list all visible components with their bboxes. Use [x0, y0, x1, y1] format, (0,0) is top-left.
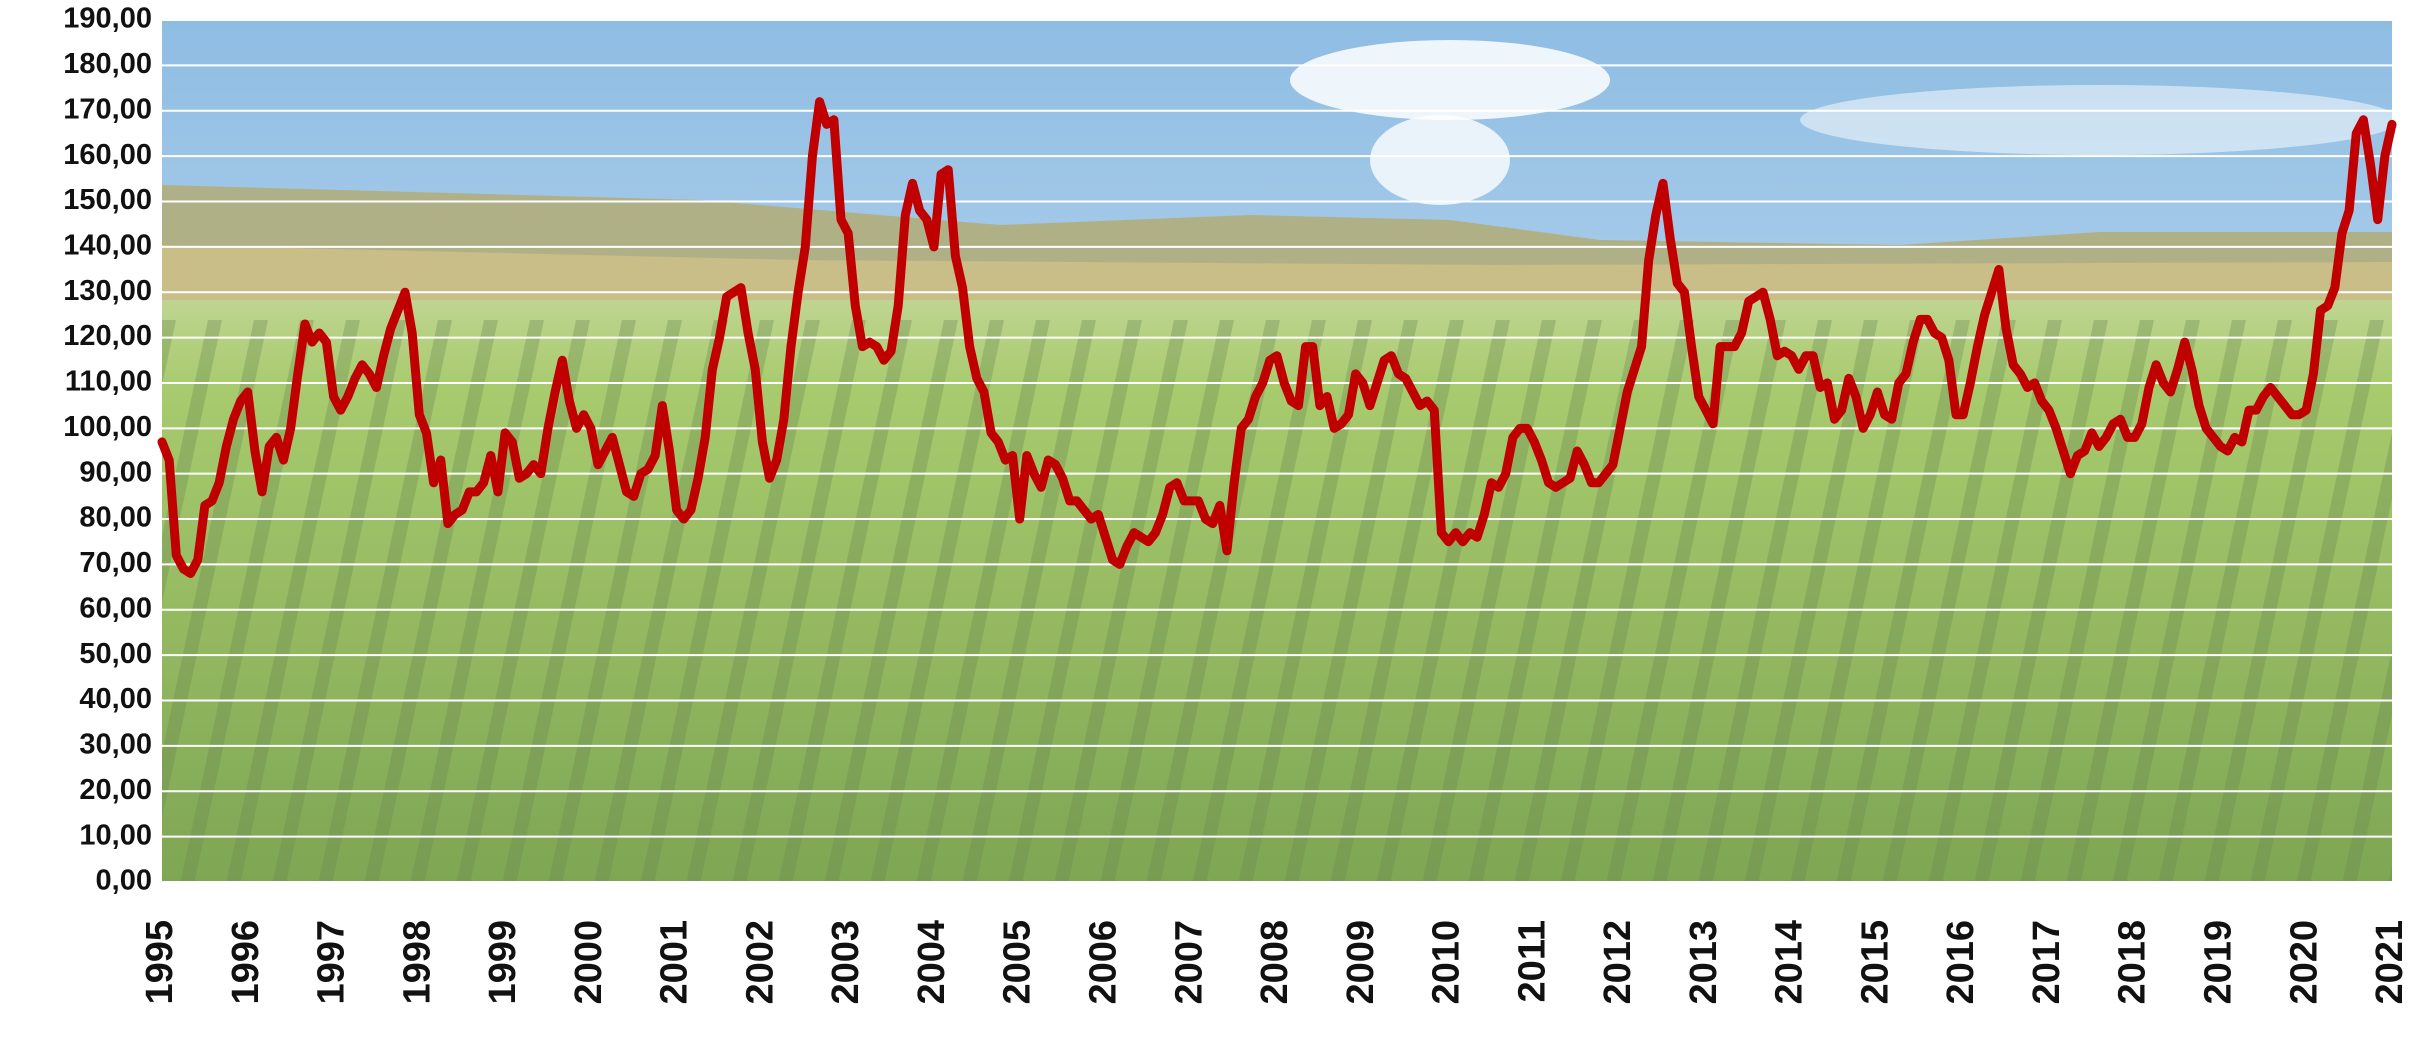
x-tick-label: 1999 — [482, 920, 524, 1005]
y-tick-label: 20,00 — [79, 774, 152, 806]
grid — [162, 19, 2392, 883]
y-tick-label: 90,00 — [79, 456, 152, 488]
y-tick-label: 100,00 — [63, 411, 152, 443]
x-tick-label: 2006 — [1082, 920, 1124, 1005]
x-axis: 1995 1996 1997 1998 1999 2000 2001 2002 2003 2004… — [139, 920, 2411, 1005]
y-tick-label: 120,00 — [63, 320, 152, 352]
x-tick-label: 2005 — [997, 920, 1039, 1005]
x-tick-label: 2017 — [2026, 920, 2068, 1005]
x-tick-label: 2021 — [2369, 920, 2411, 1005]
x-tick-label: 1996 — [225, 920, 267, 1005]
y-tick-label: 190,00 — [63, 3, 152, 35]
x-tick-label: 2015 — [1854, 920, 1896, 1005]
x-tick-label: 2002 — [739, 920, 781, 1005]
y-tick-label: 130,00 — [63, 275, 152, 307]
x-tick-label: 2007 — [1168, 920, 1210, 1005]
plot-background — [162, 20, 2400, 882]
x-tick-label: 1995 — [139, 920, 181, 1005]
y-axis: 0,00 10,00 20,00 30,00 40,00 50,00 60,00 70,00 8… — [63, 3, 152, 897]
x-tick-label: 2008 — [1254, 920, 1296, 1005]
x-tick-label: 2016 — [1940, 920, 1982, 1005]
x-tick-label: 2001 — [654, 920, 696, 1005]
x-tick-label: 1998 — [396, 920, 438, 1005]
y-tick-label: 30,00 — [79, 729, 152, 761]
y-tick-label: 80,00 — [79, 502, 152, 534]
x-tick-label: 2012 — [1597, 920, 1639, 1005]
y-tick-label: 40,00 — [79, 683, 152, 715]
x-tick-label: 2011 — [1511, 920, 1553, 1002]
y-tick-label: 150,00 — [63, 184, 152, 216]
x-tick-label: 2019 — [2197, 920, 2239, 1005]
x-tick-label: 1997 — [311, 920, 353, 1005]
x-tick-label: 2004 — [911, 920, 953, 1005]
data-line — [157, 97, 2397, 578]
y-tick-label: 0,00 — [96, 865, 152, 897]
y-tick-label: 70,00 — [79, 547, 152, 579]
x-tick-label: 2010 — [1426, 920, 1468, 1005]
x-tick-label: 2000 — [568, 920, 610, 1005]
y-tick-label: 50,00 — [79, 638, 152, 670]
x-tick-label: 2020 — [2283, 920, 2325, 1005]
y-tick-label: 10,00 — [79, 819, 152, 851]
x-tick-label: 2018 — [2112, 920, 2154, 1005]
y-tick-label: 180,00 — [63, 48, 152, 80]
y-tick-label: 170,00 — [63, 93, 152, 125]
x-tick-label: 2013 — [1683, 920, 1725, 1005]
x-tick-label: 2009 — [1340, 920, 1382, 1005]
series — [157, 97, 2397, 578]
x-tick-label: 2003 — [825, 920, 867, 1005]
x-tick-label: 2014 — [1769, 920, 1811, 1005]
y-tick-label: 110,00 — [65, 366, 152, 398]
y-tick-label: 60,00 — [79, 592, 152, 624]
y-tick-label: 160,00 — [63, 139, 152, 171]
y-tick-label: 140,00 — [63, 229, 152, 261]
